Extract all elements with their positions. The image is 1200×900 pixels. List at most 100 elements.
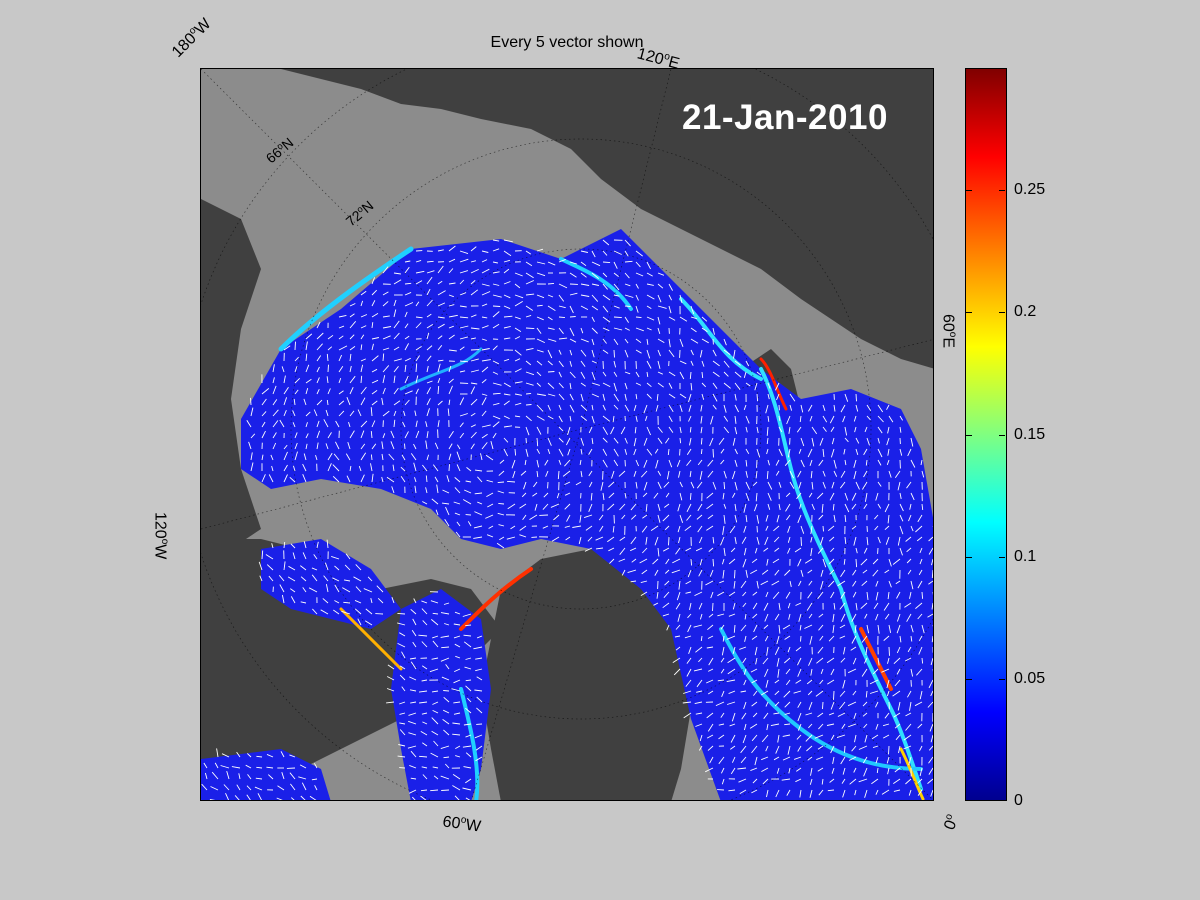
drift-vector bbox=[743, 701, 747, 710]
drift-vector bbox=[349, 353, 352, 362]
drift-vector bbox=[399, 729, 406, 736]
drift-vector bbox=[525, 305, 534, 311]
drift-vector bbox=[309, 795, 317, 800]
drift-vector bbox=[525, 392, 532, 395]
drift-vector bbox=[875, 789, 879, 795]
drift-vector bbox=[778, 503, 781, 511]
drift-vector bbox=[558, 382, 564, 389]
drift-vector bbox=[762, 778, 769, 785]
drift-vector bbox=[821, 778, 824, 785]
drift-vector bbox=[844, 426, 848, 436]
drift-vector bbox=[432, 612, 439, 615]
drift-vector bbox=[443, 696, 450, 703]
drift-vector bbox=[420, 795, 427, 800]
drift-vector bbox=[910, 459, 916, 468]
drift-vector bbox=[689, 470, 692, 478]
drift-vector bbox=[259, 575, 263, 582]
drift-vector bbox=[426, 431, 429, 439]
drift-vector bbox=[323, 419, 329, 428]
drift-vector bbox=[283, 451, 288, 461]
drift-vector bbox=[407, 745, 417, 749]
drift-vector bbox=[727, 668, 736, 675]
drift-vector bbox=[726, 635, 736, 640]
drift-vector bbox=[338, 314, 347, 318]
drift-vector bbox=[872, 569, 879, 577]
drift-vector bbox=[675, 602, 681, 610]
drift-vector bbox=[671, 569, 681, 574]
drift-vector bbox=[641, 569, 648, 575]
drift-vector bbox=[311, 778, 318, 781]
drift-vector bbox=[921, 657, 924, 664]
drift-vector bbox=[448, 282, 456, 285]
drift-vector bbox=[765, 701, 769, 707]
drift-vector bbox=[673, 668, 681, 676]
drift-vector bbox=[839, 701, 846, 710]
drift-vector bbox=[386, 701, 395, 704]
drift-vector bbox=[448, 268, 454, 274]
drift-vector bbox=[836, 734, 846, 739]
drift-vector bbox=[250, 407, 254, 417]
drift-vector bbox=[654, 536, 659, 546]
drift-vector bbox=[580, 393, 584, 402]
drift-vector bbox=[520, 470, 527, 476]
drift-vector bbox=[608, 481, 615, 488]
drift-vector bbox=[463, 723, 472, 726]
drift-vector bbox=[650, 525, 659, 531]
drift-vector bbox=[930, 690, 933, 697]
drift-vector bbox=[250, 452, 253, 461]
drift-vector bbox=[588, 426, 593, 434]
drift-vector bbox=[354, 599, 362, 604]
drift-vector bbox=[875, 492, 879, 501]
drift-vector bbox=[470, 443, 475, 450]
drift-vector bbox=[245, 764, 252, 769]
drift-vector bbox=[393, 366, 399, 373]
drift-vector bbox=[698, 569, 703, 577]
drift-vector bbox=[700, 635, 703, 642]
drift-vector bbox=[399, 665, 406, 670]
drift-vector bbox=[666, 624, 670, 631]
drift-vector bbox=[839, 624, 846, 629]
drift-vector bbox=[503, 425, 513, 428]
drift-vector bbox=[771, 580, 780, 586]
drift-vector bbox=[441, 789, 450, 791]
drift-vector bbox=[602, 305, 609, 313]
drift-vector bbox=[283, 410, 287, 417]
colorbar-tick-mark bbox=[966, 312, 972, 314]
drift-vector bbox=[602, 283, 608, 290]
drift-vector bbox=[591, 327, 598, 334]
drift-vector bbox=[918, 569, 923, 576]
drift-vector bbox=[894, 679, 901, 687]
drift-vector bbox=[677, 613, 681, 622]
drift-vector bbox=[690, 360, 694, 366]
drift-vector bbox=[465, 707, 472, 714]
drift-vector bbox=[688, 415, 692, 422]
drift-vector bbox=[745, 360, 750, 367]
drift-vector bbox=[707, 690, 714, 695]
drift-vector bbox=[887, 426, 890, 434]
drift-vector bbox=[773, 536, 780, 543]
drift-vector bbox=[693, 668, 703, 672]
drift-vector bbox=[454, 643, 461, 648]
drift-vector bbox=[335, 420, 340, 428]
drift-vector bbox=[503, 358, 510, 362]
drift-vector bbox=[302, 552, 307, 560]
drift-vector bbox=[784, 723, 791, 726]
drift-vector bbox=[793, 690, 802, 694]
drift-vector bbox=[470, 424, 476, 428]
drift-vector bbox=[877, 448, 883, 458]
drift-vector bbox=[544, 459, 549, 466]
drift-vector bbox=[887, 591, 890, 600]
drift-vector bbox=[488, 525, 494, 529]
drift-vector bbox=[844, 536, 847, 544]
drift-vector bbox=[302, 587, 307, 593]
drift-vector bbox=[751, 679, 758, 684]
drift-vector bbox=[775, 459, 780, 466]
drift-vector bbox=[766, 426, 769, 436]
drift-vector bbox=[877, 459, 882, 466]
drift-vector bbox=[408, 720, 417, 725]
drift-vector bbox=[553, 514, 560, 521]
drift-vector bbox=[745, 514, 748, 523]
ice-beaufort-lower bbox=[201, 749, 331, 800]
drift-vector bbox=[569, 404, 575, 413]
drift-vector bbox=[399, 674, 406, 681]
